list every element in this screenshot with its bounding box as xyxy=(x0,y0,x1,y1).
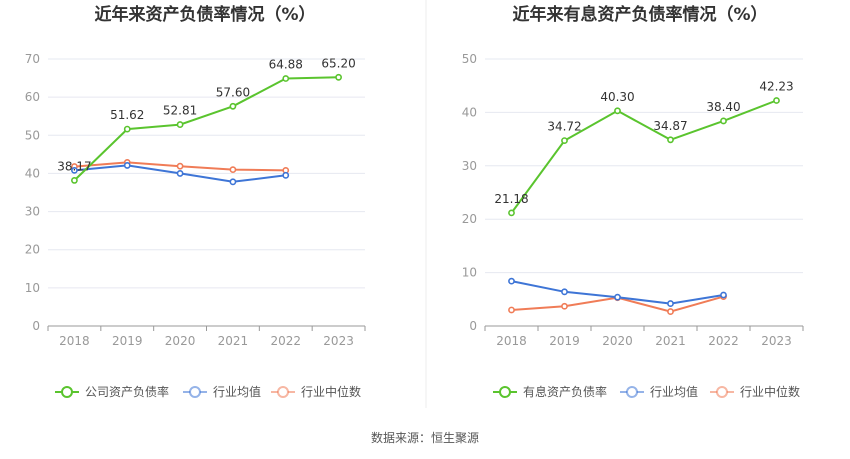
data-point xyxy=(71,166,78,174)
legend-label: 有息资产负债率 xyxy=(523,384,607,399)
series-line xyxy=(73,76,339,182)
legend-item[interactable]: 行业中位数 xyxy=(710,384,800,399)
data-label: 52.81 xyxy=(163,104,197,118)
data-point xyxy=(667,136,674,144)
x-tick-label: 2021 xyxy=(655,334,686,348)
data-point xyxy=(335,73,342,81)
data-point xyxy=(282,171,290,179)
legend-marker xyxy=(61,386,73,398)
legend-marker xyxy=(189,386,201,398)
x-tick-label: 2023 xyxy=(323,334,354,348)
data-point xyxy=(176,170,184,177)
x-tick-label: 2019 xyxy=(549,334,580,348)
y-tick-label: 0 xyxy=(32,319,40,333)
y-tick-label: 0 xyxy=(469,319,477,333)
y-tick-label: 40 xyxy=(25,166,40,180)
data-point xyxy=(508,209,515,217)
data-point xyxy=(720,291,727,299)
data-label: 34.87 xyxy=(653,119,687,133)
y-tick-label: 30 xyxy=(462,159,477,173)
legend-item[interactable]: 有息资产负债率 xyxy=(493,384,607,399)
chart-title: 近年来资产负债率情况（%） xyxy=(94,4,315,25)
data-label: 38.17 xyxy=(57,159,91,173)
x-tick-label: 2018 xyxy=(496,334,527,348)
x-tick-label: 2020 xyxy=(165,334,196,348)
y-tick-label: 10 xyxy=(462,266,477,280)
data-label: 21.18 xyxy=(494,192,528,206)
x-tick-label: 2022 xyxy=(708,334,739,348)
data-point xyxy=(720,117,727,125)
legend-label: 行业均值 xyxy=(650,384,698,399)
legend-marker xyxy=(499,386,511,398)
data-point xyxy=(508,306,515,314)
y-tick-label: 50 xyxy=(25,128,40,142)
data-point xyxy=(614,293,621,301)
data-point xyxy=(123,162,131,169)
y-tick-label: 10 xyxy=(25,281,40,295)
legend-item[interactable]: 行业中位数 xyxy=(271,384,361,399)
data-point xyxy=(282,75,290,82)
y-tick-label: 20 xyxy=(462,212,477,226)
y-tick-label: 60 xyxy=(25,90,40,104)
x-tick-label: 2019 xyxy=(112,334,143,348)
data-point xyxy=(176,121,184,128)
data-source-footer: 数据来源：恒生聚源 xyxy=(371,430,479,445)
data-label: 51.62 xyxy=(110,108,144,122)
legend-label: 行业中位数 xyxy=(740,384,800,399)
series-line xyxy=(510,99,777,214)
data-point xyxy=(561,137,568,144)
legend-marker xyxy=(626,386,638,398)
x-tick-label: 2020 xyxy=(602,334,633,348)
data-point xyxy=(229,178,237,186)
x-tick-label: 2021 xyxy=(218,334,249,348)
data-point xyxy=(561,288,568,296)
legend-label: 行业均值 xyxy=(213,384,261,399)
data-point xyxy=(773,97,780,104)
legend-marker xyxy=(277,386,289,398)
y-tick-label: 70 xyxy=(25,52,40,66)
data-label: 42.23 xyxy=(759,79,793,93)
data-point xyxy=(508,277,515,285)
x-tick-label: 2022 xyxy=(270,334,301,348)
chart-title: 近年来有息资产负债率情况（%） xyxy=(512,4,767,25)
data-label: 57.60 xyxy=(216,85,250,99)
data-label: 40.30 xyxy=(600,90,634,104)
y-tick-label: 30 xyxy=(25,205,40,219)
y-tick-label: 20 xyxy=(25,243,40,257)
legend-item[interactable]: 行业均值 xyxy=(183,384,261,399)
legend-marker xyxy=(716,386,728,398)
data-point xyxy=(667,308,674,315)
legend-label: 公司资产负债率 xyxy=(85,384,169,399)
legend-label: 行业中位数 xyxy=(301,384,361,399)
data-label: 34.72 xyxy=(547,120,581,134)
legend-item[interactable]: 行业均值 xyxy=(620,384,698,399)
chart-right: 近年来有息资产负债率情况（%） 0 10 20 30 40 50 2018 2019 2020 2… xyxy=(462,4,804,399)
legend-item[interactable]: 公司资产负债率 xyxy=(55,384,169,399)
data-point xyxy=(229,166,237,174)
data-label: 38.40 xyxy=(706,100,740,114)
data-point xyxy=(229,102,237,110)
data-point xyxy=(561,302,568,310)
chart-left: 近年来资产负债率情况（%） 0 10 20 30 40 50 60 70 2018 2019 202… xyxy=(25,4,366,399)
x-tick-label: 2018 xyxy=(59,334,90,348)
x-tick-label: 2023 xyxy=(761,334,792,348)
data-point xyxy=(667,300,674,307)
data-point xyxy=(71,177,78,184)
data-point xyxy=(176,162,184,170)
data-label: 65.20 xyxy=(321,56,355,70)
data-label: 64.88 xyxy=(269,58,303,72)
data-point xyxy=(123,125,131,133)
y-tick-label: 40 xyxy=(462,105,477,119)
data-point xyxy=(614,107,621,115)
y-tick-label: 50 xyxy=(462,52,477,66)
